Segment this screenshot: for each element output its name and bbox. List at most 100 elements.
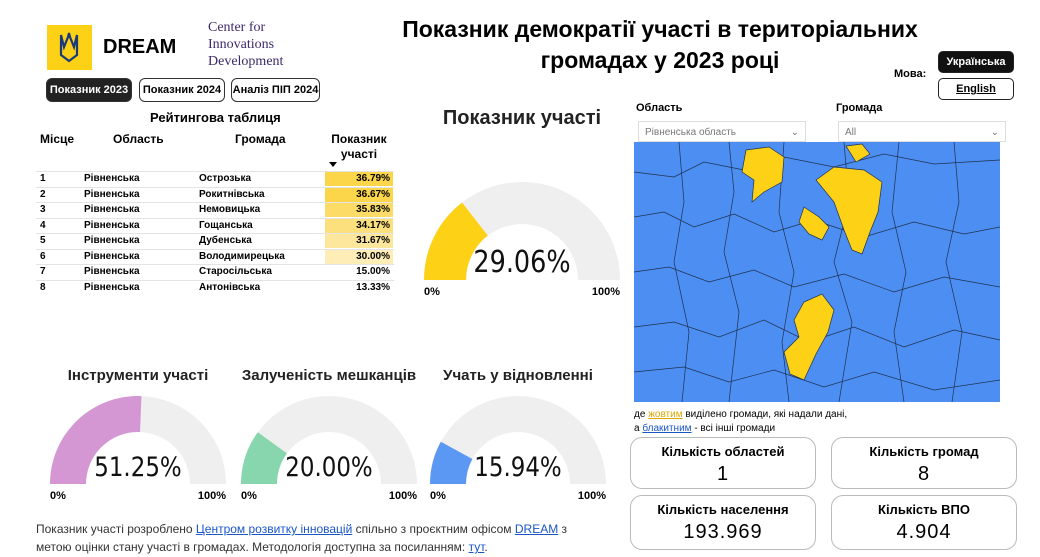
gauge-value-label: 15.94%: [474, 451, 561, 482]
gauge-max: 100%: [592, 286, 620, 298]
dropdown-value: Рівненська область: [645, 127, 736, 138]
table-body: 1 Рівненська Острозька 36.79% 2 Рівненська Рок…: [36, 171, 394, 295]
legend-text: а: [634, 423, 643, 434]
gauge-value-label: 29.06%: [473, 244, 570, 280]
table-cell: 13.33%: [325, 280, 393, 295]
stat-card: Кількість ВПО 4.904: [831, 495, 1017, 550]
language-option[interactable]: English: [938, 78, 1014, 100]
footer-text: метою оцінки стану участі в громадах. Ме…: [36, 540, 469, 554]
table-cell: Острозька: [199, 173, 252, 184]
column-header: Місце: [40, 132, 75, 146]
dropdown-value: All: [845, 127, 857, 138]
table-cell: 31.67%: [325, 234, 393, 248]
table-cell: 8: [40, 281, 46, 293]
language-option[interactable]: Українська: [938, 51, 1014, 73]
table-cell: Старосільська: [199, 266, 272, 277]
map-background: [634, 142, 1000, 402]
footer-text: спільно з проєктним офісом: [352, 522, 515, 536]
trident: [59, 32, 79, 63]
dropdown[interactable]: All ⌄: [838, 121, 1006, 142]
legend-yellow: жовтим: [648, 409, 683, 420]
tab[interactable]: Показник 2023: [46, 78, 132, 102]
gauge-min: 0%: [241, 490, 257, 502]
table-cell: 36.67%: [325, 187, 393, 202]
table-cell: Немовицька: [199, 204, 261, 215]
gauge-title: Показник участі: [443, 107, 601, 129]
footer-text: Показник участі розроблено: [36, 522, 196, 536]
map-legend: де жовтим виділено громади, які надали д…: [634, 408, 847, 436]
filter-label: Область: [636, 102, 683, 114]
table-cell: 2: [40, 188, 46, 200]
footer: Показник участі розроблено Центром розви…: [36, 520, 596, 556]
partner-line: Center for: [208, 20, 266, 35]
dropdown[interactable]: Рівненська область ⌄: [638, 121, 806, 142]
table-cell: Рівненська: [84, 173, 140, 184]
table-cell: Рівненська: [84, 250, 140, 262]
logo-mark: [47, 25, 92, 70]
gauge-value-label: 51.25%: [94, 451, 181, 482]
gauge-min: 0%: [430, 490, 446, 502]
table-cell: Рівненська: [84, 219, 140, 231]
table-cell: 15.00%: [325, 265, 393, 279]
table-row: 6 Рівненська Володимирецька 30.00%: [36, 248, 394, 265]
footer-text: з: [558, 522, 568, 536]
table-cell: Антонівська: [199, 281, 261, 293]
footer-link[interactable]: Центром розвитку інновацій: [195, 522, 353, 536]
stat-value: 1: [716, 463, 730, 485]
gauge-value: [430, 441, 473, 484]
stat-value: 193.969: [683, 521, 763, 543]
page-title: Показник демократії участі в територіаль…: [402, 16, 918, 73]
table-cell: Рівненська: [84, 188, 140, 200]
table-cell: 36.79%: [325, 172, 393, 186]
table-title: Рейтингова таблиця: [150, 110, 281, 125]
legend-blue: блакитним: [642, 423, 692, 434]
logo-text: DREAM: [103, 36, 177, 58]
table-cell: 6: [40, 250, 46, 262]
gauge-track: [241, 396, 417, 484]
gauge-min: 0%: [50, 490, 66, 502]
stat-card: Кількість населення 193.969: [630, 495, 816, 550]
legend-text: де: [634, 409, 649, 420]
highlighted-communities: [741, 143, 883, 381]
stat-label: Кількість громад: [869, 444, 979, 459]
legend-text: виділено громади, які надали дані,: [682, 409, 848, 420]
table-cell: 3: [40, 204, 46, 215]
gauge-title: Учать у відновленні: [443, 367, 593, 384]
table-cell: 30.00%: [325, 249, 393, 264]
table-row: 5 Рівненська Дубенська 31.67%: [36, 233, 394, 249]
table-row: 8 Рівненська Антонівська 13.33%: [36, 279, 394, 296]
footer-text: .: [484, 540, 488, 554]
table-cell: 1: [40, 173, 46, 184]
partner-line: Innovations: [208, 37, 275, 52]
footer-link[interactable]: тут: [468, 540, 485, 554]
gauge-max: 100%: [389, 490, 417, 502]
table-cell: Гощанська: [199, 219, 253, 231]
tab[interactable]: Аналіз ПІП 2024: [231, 78, 320, 102]
gauge-track: [430, 396, 606, 484]
table-cell: Рівненська: [84, 204, 140, 215]
gauge-value: [424, 202, 488, 280]
gauge-value: [241, 432, 287, 484]
stat-value: 4.904: [896, 521, 952, 543]
column-header: Громада: [235, 132, 286, 146]
column-header: Область: [113, 132, 164, 146]
stat-card: Кількість областей 1: [630, 437, 816, 489]
table-cell: Рокитнівська: [199, 188, 265, 200]
table-row: 4 Рівненська Гощанська 34.17%: [36, 217, 394, 234]
stat-label: Кількість населення: [657, 502, 789, 517]
table-cell: 7: [40, 266, 46, 277]
gauge-track: [50, 396, 226, 484]
table-row: 1 Рівненська Острозька 36.79%: [36, 171, 394, 187]
table-row: 7 Рівненська Старосільська 15.00%: [36, 264, 394, 280]
partner-logo: Center for Innovations Development: [208, 19, 283, 70]
table-cell: 34.17%: [325, 218, 393, 233]
tab[interactable]: Показник 2024: [139, 78, 225, 102]
table-row: 3 Рівненська Немовицька 35.83%: [36, 202, 394, 218]
table-cell: Дубенська: [199, 235, 252, 246]
stat-label: Кількість ВПО: [878, 502, 970, 517]
table-cell: Рівненська: [84, 281, 140, 293]
gauge-track: [424, 182, 620, 280]
gauge-title: Інструменти участі: [68, 367, 209, 384]
footer-link[interactable]: DREAM: [514, 522, 559, 536]
